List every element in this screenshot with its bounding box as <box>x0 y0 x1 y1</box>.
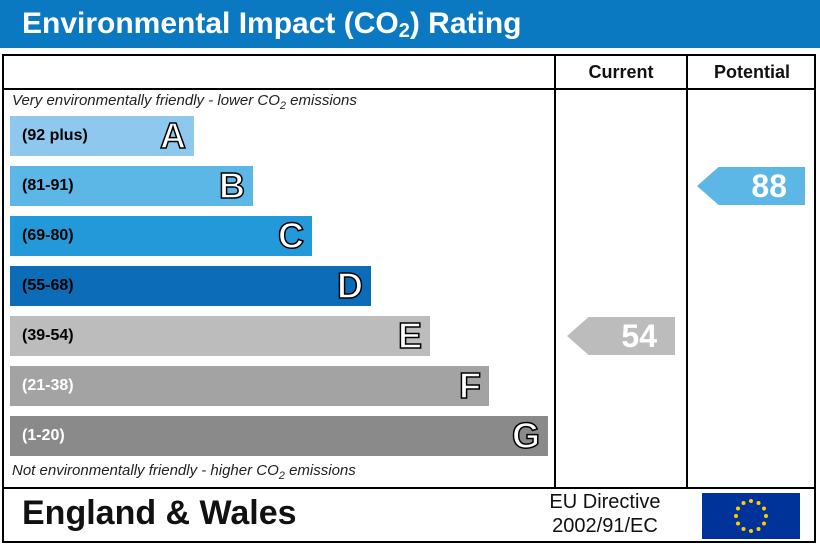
eu-star-icon <box>749 499 753 503</box>
eu-star-icon <box>764 514 768 518</box>
band-range-label: (81-91) <box>22 177 74 194</box>
eu-star-icon <box>741 501 746 505</box>
region-label: England & Wales <box>22 494 297 532</box>
band-letter: C <box>277 215 305 257</box>
band-letter: D <box>336 265 364 307</box>
band-a: (92 plus) A <box>10 115 194 157</box>
eu-star-icon <box>736 506 740 511</box>
band-c: (69-80) C <box>10 215 312 257</box>
band-letter: F <box>458 365 482 407</box>
bottom-note-post: emissions <box>284 462 356 479</box>
potential-column-divider <box>686 54 688 488</box>
title-text-sub: 2 <box>398 20 410 42</box>
band-range-label: (1-20) <box>22 427 65 444</box>
potential-rating-arrow: 88 <box>697 167 805 205</box>
potential-column-header: Potential <box>713 62 790 82</box>
band-range-label: (55-68) <box>22 277 74 294</box>
band-letter: E <box>397 315 423 357</box>
eu-star-icon <box>756 527 761 531</box>
band-g: (1-20) G <box>10 415 548 457</box>
header-row-divider <box>2 88 816 90</box>
bottom-note: Not environmentally friendly - higher CO… <box>12 462 356 482</box>
rating-table-frame <box>2 54 816 543</box>
title-text-post: ) Rating <box>409 7 522 40</box>
eu-flag-stars <box>734 499 768 533</box>
current-rating-arrow: 54 <box>567 317 675 355</box>
bottom-note-sub: 2 <box>278 470 285 482</box>
bottom-note-pre: Not environmentally friendly - higher CO <box>12 462 279 479</box>
band-letter: G <box>511 415 541 457</box>
footer-row-divider <box>2 487 816 489</box>
band-f: (21-38) F <box>10 365 489 407</box>
eu-star-icon <box>736 521 740 526</box>
top-note-sub: 2 <box>279 100 286 112</box>
band-letter: A <box>159 115 187 157</box>
current-column-divider <box>554 54 556 488</box>
eu-star-icon <box>756 501 761 505</box>
title-text-pre: Environmental Impact (CO <box>22 7 399 40</box>
eu-star-icon <box>741 527 746 531</box>
band-b: (81-91) B <box>10 165 253 207</box>
current-column-header: Current <box>588 62 654 82</box>
band-range-label: (21-38) <box>22 377 74 394</box>
band-range-label: (92 plus) <box>22 127 88 144</box>
band-range-label: (39-54) <box>22 327 74 344</box>
top-note: Very environmentally friendly - lower CO… <box>12 92 357 112</box>
eu-star-icon <box>762 506 766 511</box>
band-d: (55-68) D <box>10 265 371 307</box>
eu-star-icon <box>749 529 753 533</box>
top-note-post: emissions <box>286 92 357 109</box>
band-e: (39-54) E <box>10 315 430 357</box>
band-letter: B <box>218 165 246 207</box>
eu-star-icon <box>734 514 738 518</box>
eu-directive-line1: EU Directive <box>549 491 661 513</box>
rating-title-bar: Environmental Impact (CO2) Rating <box>0 0 820 48</box>
top-note-pre: Very environmentally friendly - lower CO <box>12 92 280 109</box>
eu-star-icon <box>762 521 766 526</box>
eu-flag-icon <box>702 493 800 539</box>
eu-directive-line2: 2002/91/EC <box>552 515 658 537</box>
band-range-label: (69-80) <box>22 227 74 244</box>
